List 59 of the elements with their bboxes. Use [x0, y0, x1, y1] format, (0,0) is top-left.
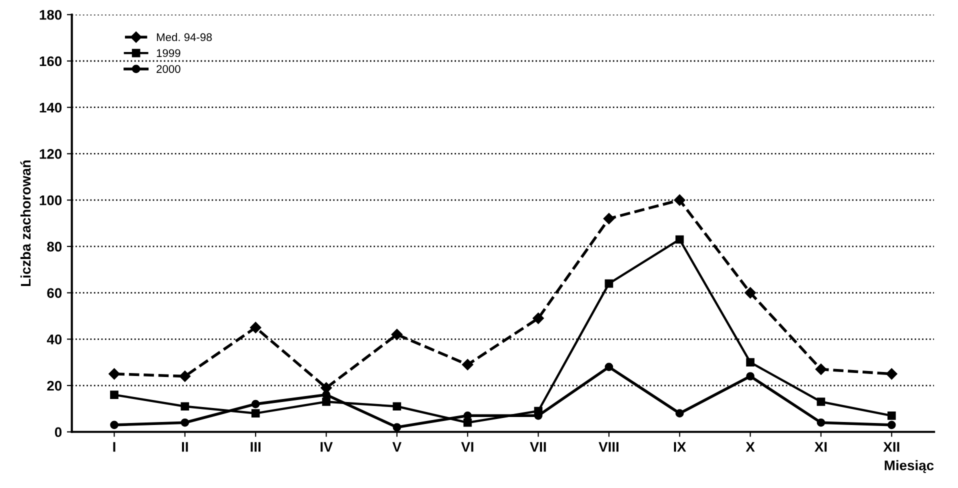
x-tick-label: X — [746, 442, 755, 452]
point — [887, 411, 896, 420]
point — [675, 409, 684, 418]
point — [250, 322, 262, 334]
x-tick-label: II — [182, 442, 188, 452]
point — [392, 402, 402, 411]
x-tick-label: III — [250, 442, 260, 452]
y-tick-label: 20 — [47, 380, 62, 391]
point — [746, 372, 754, 380]
y-axis-title: Liczba zachorowań — [20, 160, 31, 286]
point — [462, 359, 474, 370]
y-tick-label: 180 — [40, 10, 62, 20]
legend-label: 2000 — [156, 65, 180, 73]
y-tick-label: 160 — [40, 56, 62, 66]
x-tick-label: XII — [883, 442, 900, 452]
point — [108, 368, 120, 380]
x-tick-label: VIII — [598, 442, 618, 452]
point — [674, 194, 686, 206]
point — [604, 279, 614, 288]
point — [816, 398, 826, 406]
x-tick-label: VII — [530, 442, 546, 452]
x-tick-label: XI — [814, 442, 827, 452]
point — [815, 364, 827, 375]
point — [251, 409, 260, 418]
point — [179, 370, 191, 382]
legend-label: Med. 94-98 — [156, 32, 212, 42]
x-tick-label: VI — [461, 442, 474, 452]
point — [746, 358, 754, 367]
point — [322, 390, 330, 399]
point — [532, 312, 544, 324]
x-tick-label: IV — [320, 442, 333, 452]
y-tick-label: 80 — [47, 242, 62, 252]
point — [816, 418, 826, 427]
point — [110, 420, 118, 430]
point — [886, 368, 898, 380]
point — [603, 213, 615, 224]
point — [110, 390, 118, 399]
point — [463, 418, 472, 427]
point — [322, 398, 330, 406]
point — [604, 362, 614, 372]
point — [180, 418, 190, 427]
point — [180, 402, 190, 411]
point — [675, 235, 684, 244]
x-tick-label: IX — [674, 442, 686, 452]
y-tick-label: 40 — [46, 334, 62, 344]
point — [744, 287, 756, 298]
point — [392, 423, 402, 432]
legend-label: 1999 — [156, 49, 180, 58]
x-tick-label: V — [392, 442, 402, 452]
point — [391, 328, 403, 340]
point — [887, 420, 896, 430]
y-tick-label: 0 — [54, 427, 62, 438]
x-axis-title: Miesiąc — [884, 460, 934, 474]
point — [251, 400, 260, 408]
y-tick-label: 140 — [40, 102, 62, 113]
y-tick-label: 120 — [40, 149, 62, 159]
x-tick-label: I — [113, 442, 116, 452]
y-tick-label: 100 — [40, 195, 62, 206]
y-tick-label: 60 — [47, 288, 62, 298]
